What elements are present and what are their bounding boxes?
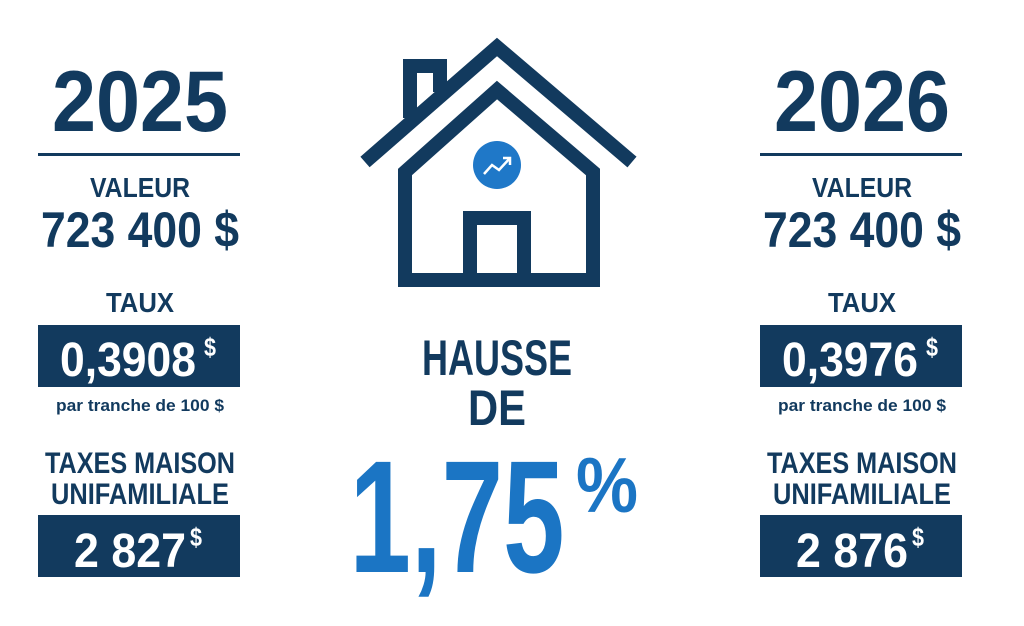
center-line1: HAUSSE (422, 330, 572, 386)
taxes-unit: $ (912, 522, 924, 552)
taxes-label: UNIFAMILIALE (773, 478, 951, 511)
rate-note: par tranche de 100 $ (56, 396, 225, 415)
growth-arrow-head (503, 156, 512, 165)
rate: 0,3908 (60, 334, 196, 387)
taxes-unit: $ (190, 522, 202, 552)
value: 723 400 $ (763, 202, 961, 258)
year: 2025 (52, 54, 228, 150)
rate-box (760, 325, 962, 387)
taxes-label: TAXES MAISON (767, 447, 957, 480)
value-label: VALEUR (90, 172, 190, 203)
rate-label: TAUX (106, 287, 174, 318)
rate-box (38, 325, 240, 387)
taxes-label: UNIFAMILIALE (51, 478, 229, 511)
taxes-box (760, 515, 962, 577)
taxes-label: TAXES MAISON (45, 447, 235, 480)
house-icon (360, 37, 637, 287)
rate-unit: $ (926, 332, 938, 362)
center-percent: 1,75 (350, 427, 565, 606)
rate-label: TAUX (828, 287, 896, 318)
taxes-box (38, 515, 240, 577)
rate-note: par tranche de 100 $ (778, 396, 947, 415)
divider (38, 153, 240, 156)
center-line2: DE (468, 380, 526, 436)
rate-unit: $ (204, 332, 216, 362)
taxes: 2 876 (796, 525, 908, 578)
growth-arrow (483, 157, 511, 175)
growth-badge (473, 141, 521, 189)
taxes: 2 827 (74, 525, 186, 578)
center-percent-sign: % (576, 441, 638, 529)
value-label: VALEUR (812, 172, 912, 203)
rate: 0,3976 (782, 334, 918, 387)
year: 2026 (774, 54, 950, 150)
divider (760, 153, 962, 156)
value: 723 400 $ (41, 202, 239, 258)
